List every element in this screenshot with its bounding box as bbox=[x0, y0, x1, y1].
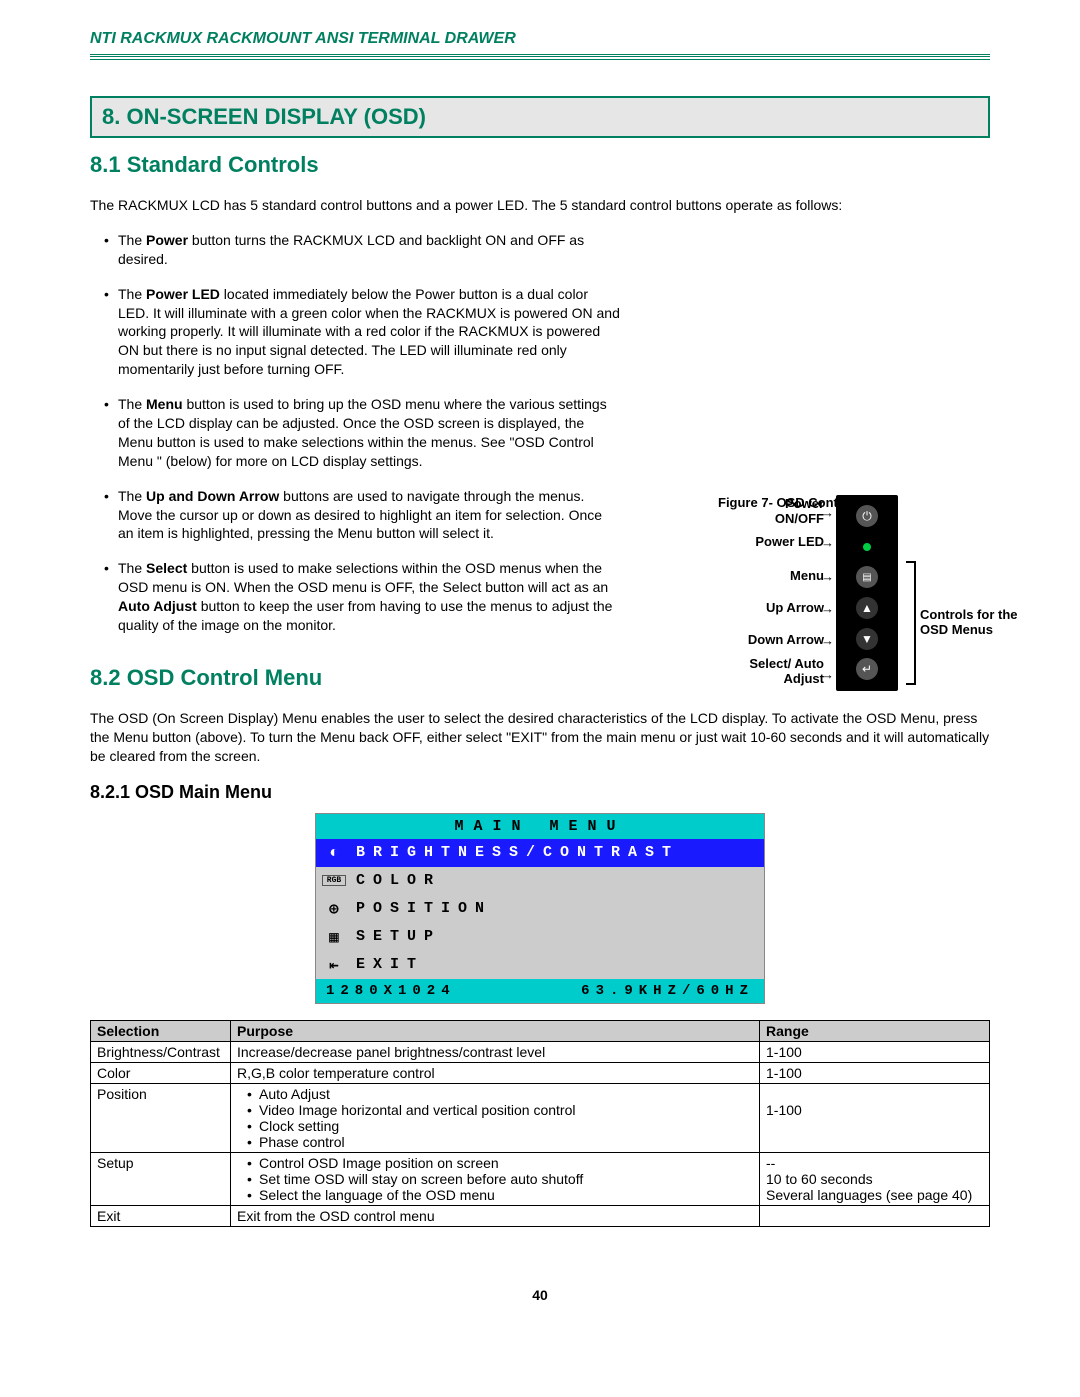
table-row: ColorR,G,B color temperature control1-10… bbox=[91, 1062, 990, 1083]
intro-8-2: The OSD (On Screen Display) Menu enables… bbox=[90, 709, 990, 766]
table-cell-purpose: Exit from the OSD control menu bbox=[231, 1205, 760, 1226]
arrow-icon: → bbox=[821, 535, 834, 550]
osd-row-label: BRIGHTNESS/CONTRAST bbox=[352, 844, 764, 861]
osd-row-label: EXIT bbox=[352, 956, 764, 973]
label-power: Power ON/OFF bbox=[734, 497, 824, 527]
bullet-power: • The Power button turns the RACKMUX LCD… bbox=[90, 231, 620, 269]
table-cell-selection: Brightness/Contrast bbox=[91, 1041, 231, 1062]
label-up: Up Arrow bbox=[766, 601, 824, 616]
arrow-icon: → bbox=[821, 505, 834, 520]
subsubsection-8-2-1: 8.2.1 OSD Main Menu bbox=[90, 782, 990, 803]
table-row: Brightness/ContrastIncrease/decrease pan… bbox=[91, 1041, 990, 1062]
table-cell-range: --10 to 60 secondsSeveral languages (see… bbox=[760, 1152, 990, 1205]
osd-menu-row: ⊕POSITION bbox=[316, 895, 764, 923]
intro-8-1: The RACKMUX LCD has 5 standard control b… bbox=[90, 196, 990, 215]
bullet-power-led: • The Power LED located immediately belo… bbox=[90, 285, 620, 379]
page-number: 40 bbox=[90, 1287, 990, 1303]
table-cell-purpose: R,G,B color temperature control bbox=[231, 1062, 760, 1083]
select-button: ↵ bbox=[836, 656, 898, 682]
osd-row-icon: ◐ bbox=[316, 844, 352, 862]
power-led-icon bbox=[836, 534, 898, 560]
table-cell-range: 1-100 bbox=[760, 1083, 990, 1152]
power-button: ⏻ bbox=[836, 503, 898, 529]
arrow-icon: → bbox=[821, 633, 834, 648]
bracket-icon bbox=[906, 561, 916, 685]
bullet-select: • The Select button is used to make sele… bbox=[90, 559, 620, 635]
osd-menu-row: ⇤EXIT bbox=[316, 951, 764, 979]
header-rule bbox=[90, 54, 990, 60]
osd-row-label: POSITION bbox=[352, 900, 764, 917]
table-cell-purpose: •Control OSD Image position on screen•Se… bbox=[231, 1152, 760, 1205]
table-cell-selection: Color bbox=[91, 1062, 231, 1083]
osd-main-menu: MAIN MENU ◐BRIGHTNESS/CONTRASTRGBCOLOR⊕P… bbox=[315, 813, 765, 1004]
table-cell-selection: Position bbox=[91, 1083, 231, 1152]
table-row: Position•Auto Adjust•Video Image horizon… bbox=[91, 1083, 990, 1152]
osd-row-icon: ⇤ bbox=[316, 955, 352, 975]
bullet-menu: • The Menu button is used to bring up th… bbox=[90, 395, 620, 471]
control-panel: ⏻ ▤ ▲ ▼ ↵ bbox=[836, 495, 898, 691]
bullet-arrows: • The Up and Down Arrow buttons are used… bbox=[90, 487, 620, 544]
osd-row-label: SETUP bbox=[352, 928, 764, 945]
table-cell-purpose: •Auto Adjust•Video Image horizontal and … bbox=[231, 1083, 760, 1152]
osd-row-label: COLOR bbox=[352, 872, 764, 889]
osd-refresh: 63.9KHZ/60HZ bbox=[581, 983, 754, 999]
label-down: Down Arrow bbox=[748, 633, 824, 648]
osd-row-icon: ▦ bbox=[316, 927, 352, 947]
label-select: Select/ Auto Adjust bbox=[734, 657, 824, 687]
table-header: Range bbox=[760, 1020, 990, 1041]
table-cell-purpose: Increase/decrease panel brightness/contr… bbox=[231, 1041, 760, 1062]
section-heading: 8. ON-SCREEN DISPLAY (OSD) bbox=[90, 96, 990, 138]
table-cell-range: 1-100 bbox=[760, 1041, 990, 1062]
table-cell-selection: Setup bbox=[91, 1152, 231, 1205]
table-cell-range: 1-100 bbox=[760, 1062, 990, 1083]
osd-resolution: 1280X1024 bbox=[326, 983, 456, 999]
table-header: Purpose bbox=[231, 1020, 760, 1041]
bracket-label: Controls for the OSD Menus bbox=[920, 607, 1040, 638]
arrow-icon: → bbox=[821, 667, 834, 682]
table-cell-selection: Exit bbox=[91, 1205, 231, 1226]
table-row: ExitExit from the OSD control menu bbox=[91, 1205, 990, 1226]
document-header: NTI RACKMUX RACKMOUNT ANSI TERMINAL DRAW… bbox=[90, 30, 990, 48]
osd-menu-footer: 1280X1024 63.9KHZ/60HZ bbox=[316, 979, 764, 1003]
osd-row-icon: RGB bbox=[322, 875, 346, 886]
osd-menu-row: RGB COLOR bbox=[316, 867, 764, 895]
up-arrow-button: ▲ bbox=[836, 595, 898, 621]
osd-controls-figure: ⏻ ▤ ▲ ▼ ↵ Power ON/OFF → Power LED → Men… bbox=[630, 495, 990, 510]
down-arrow-button: ▼ bbox=[836, 626, 898, 652]
menu-button: ▤ bbox=[836, 564, 898, 590]
osd-selection-table: Selection Purpose Range Brightness/Contr… bbox=[90, 1020, 990, 1227]
osd-row-icon: ⊕ bbox=[316, 899, 352, 919]
osd-menu-title: MAIN MENU bbox=[316, 814, 764, 839]
arrow-icon: → bbox=[821, 569, 834, 584]
subsection-8-1: 8.1 Standard Controls bbox=[90, 152, 990, 178]
table-row: Setup•Control OSD Image position on scre… bbox=[91, 1152, 990, 1205]
table-header: Selection bbox=[91, 1020, 231, 1041]
arrow-icon: → bbox=[821, 601, 834, 616]
osd-menu-row: ◐BRIGHTNESS/CONTRAST bbox=[316, 839, 764, 867]
label-menu: Menu bbox=[790, 569, 824, 584]
osd-menu-row: ▦SETUP bbox=[316, 923, 764, 951]
label-power-led: Power LED bbox=[755, 535, 824, 550]
table-cell-range bbox=[760, 1205, 990, 1226]
